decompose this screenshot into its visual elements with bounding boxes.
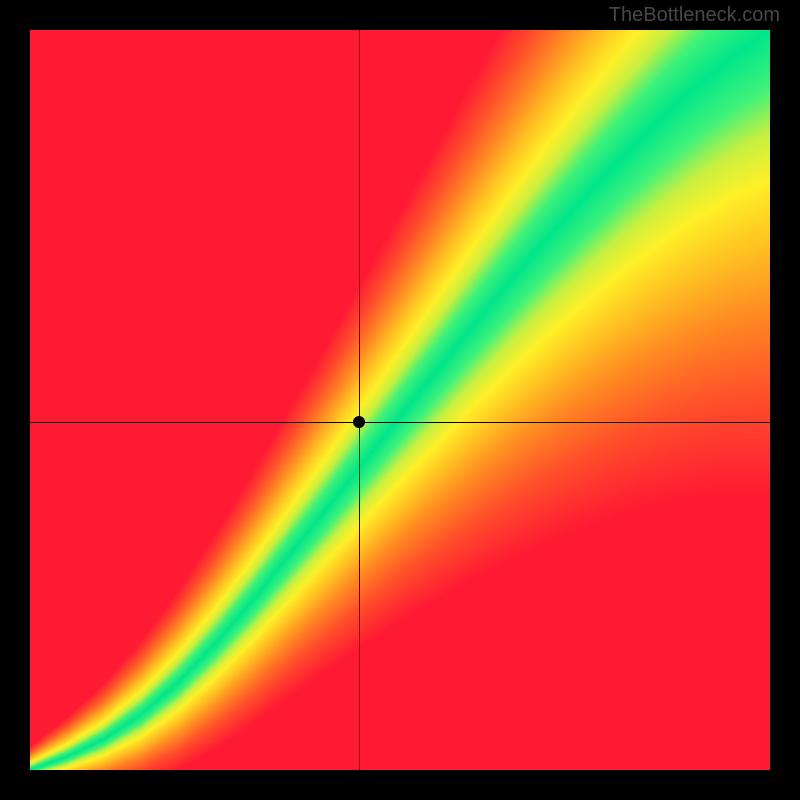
heatmap-canvas <box>30 30 770 770</box>
crosshair-vertical <box>359 30 360 770</box>
crosshair-horizontal <box>30 422 770 423</box>
watermark-text: TheBottleneck.com <box>609 4 780 27</box>
heatmap-plot <box>30 30 770 770</box>
crosshair-marker <box>353 416 365 428</box>
